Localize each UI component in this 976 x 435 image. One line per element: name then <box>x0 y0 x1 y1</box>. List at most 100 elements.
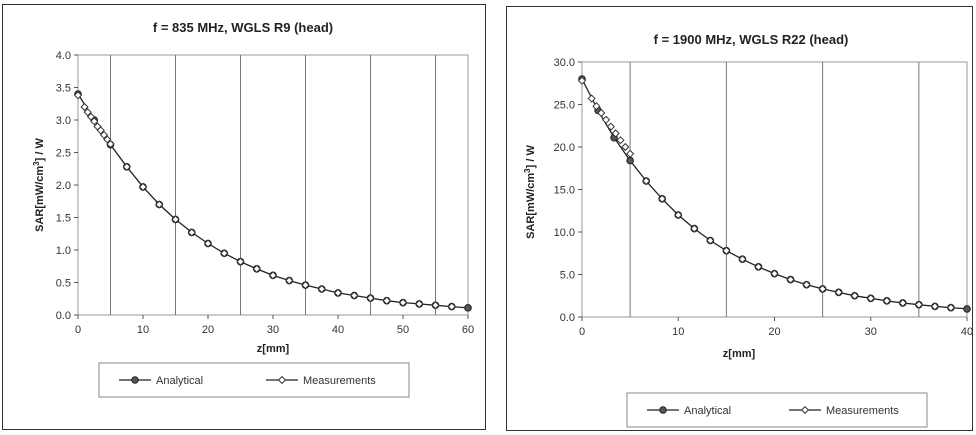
data-point-measurements <box>738 255 747 264</box>
data-point-measurements <box>914 300 923 309</box>
data-point-measurements <box>106 139 115 149</box>
data-point-measurements <box>882 296 891 305</box>
data-point-measurements <box>722 246 731 255</box>
legend: Analytical Measurements <box>647 405 899 417</box>
chart-835-svg: f = 835 MHz, WGLS R9 (head) 0 10 20 30 40 50 6… <box>32 20 474 398</box>
data-point-analytical <box>626 156 634 165</box>
data-point-measurements <box>350 291 359 300</box>
legend-marker-analytical <box>659 406 667 414</box>
y-tick-label: 30.0 <box>554 57 575 69</box>
y-tick-label: 1.5 <box>56 213 71 225</box>
y-axis-label-sup: 3 <box>32 161 41 166</box>
data-point-measurements <box>597 108 606 118</box>
data-point-measurements <box>818 284 827 294</box>
data-point-measurements <box>398 298 408 307</box>
x-tick-label: 10 <box>672 326 684 338</box>
data-point-measurements <box>577 76 587 85</box>
data-point-measurements <box>86 112 96 121</box>
y-tick-label: 10.0 <box>554 227 575 239</box>
data-point-measurements <box>898 298 907 308</box>
data-point-analytical <box>464 304 472 312</box>
data-point-measurements <box>592 102 601 111</box>
data-point-measurements <box>587 94 596 103</box>
y-ticks: 0.0 5.0 10.0 15.0 20.0 25.0 30.0 <box>554 57 582 324</box>
y-axis-label-tail: ] / W <box>34 138 46 162</box>
x-axis-label: z[mm] <box>723 348 756 360</box>
series-layer <box>577 75 971 313</box>
y-tick-label: 25.0 <box>554 100 575 112</box>
y-axis-label: SAR[mW/cm3] / W <box>523 145 537 239</box>
chart-panel-1900: f = 1900 MHz, WGLS R22 (head) 0 10 20 30 40 … <box>506 6 973 431</box>
data-point-measurements <box>850 291 859 300</box>
data-point-measurements <box>122 162 131 171</box>
data-point-measurements <box>103 135 112 144</box>
data-point-measurements <box>155 200 164 209</box>
data-point-measurements <box>946 303 956 312</box>
data-point-measurements <box>447 302 456 311</box>
data-point-measurements <box>834 288 843 297</box>
x-tick-label: 40 <box>332 324 344 336</box>
y-tick-label: 0.0 <box>560 312 575 324</box>
x-tick-label: 0 <box>579 326 585 338</box>
legend-label-analytical: Analytical <box>156 375 203 387</box>
y-axis-label-sup: 3 <box>523 168 532 173</box>
data-point-measurements <box>366 293 375 303</box>
legend-label-analytical: Analytical <box>684 405 731 417</box>
data-point-measurements <box>301 280 310 290</box>
chart-panel-835: f = 835 MHz, WGLS R9 (head) 0 10 20 30 40 50 6… <box>2 4 486 430</box>
data-point-measurements <box>80 102 89 112</box>
y-tick-label: 20.0 <box>554 142 575 154</box>
y-axis-label-main: SAR[mW/cm <box>525 173 537 239</box>
data-point-measurements <box>138 182 148 192</box>
data-point-measurements <box>786 275 795 284</box>
data-point-measurements <box>236 257 245 266</box>
y-tick-label: 3.0 <box>56 115 71 127</box>
data-point-measurements <box>171 215 180 224</box>
data-point-measurements <box>96 126 105 135</box>
chart-title: f = 835 MHz, WGLS R9 (head) <box>153 20 333 35</box>
x-tick-label: 40 <box>961 326 973 338</box>
y-axis-label: SAR[mW/cm3] / W <box>32 138 46 232</box>
y-axis-label-tail: ] / W <box>525 145 537 169</box>
chart-1900-svg: f = 1900 MHz, WGLS R22 (head) 0 10 20 30 40 … <box>523 32 973 428</box>
data-point-measurements <box>930 302 940 311</box>
data-point-measurements <box>285 276 294 285</box>
data-point-analytical <box>963 305 971 313</box>
x-tick-label: 50 <box>397 324 409 336</box>
data-point-measurements <box>611 129 620 138</box>
data-point-measurements <box>658 194 667 203</box>
x-axis-label: z[mm] <box>257 343 290 355</box>
y-tick-label: 0.5 <box>56 278 71 290</box>
grid <box>110 55 436 315</box>
data-point-measurements <box>220 249 229 258</box>
x-tick-label: 20 <box>202 324 214 336</box>
x-tick-label: 20 <box>768 326 780 338</box>
data-point-measurements <box>415 299 424 309</box>
x-tick-label: 10 <box>137 324 149 336</box>
data-point-measurements <box>252 264 261 273</box>
data-point-measurements <box>73 91 83 100</box>
legend: Analytical Measurements <box>119 375 376 387</box>
y-axis-label-main: SAR[mW/cm <box>34 166 46 232</box>
x-tick-label: 60 <box>462 324 474 336</box>
data-point-measurements <box>802 280 811 289</box>
y-tick-label: 5.0 <box>560 270 575 282</box>
x-ticks: 0 10 20 30 40 50 60 <box>75 315 474 336</box>
data-point-measurements <box>333 288 343 298</box>
data-point-measurements <box>99 130 109 140</box>
data-point-measurements <box>690 224 699 233</box>
x-tick-label: 30 <box>865 326 877 338</box>
data-point-measurements <box>431 301 440 310</box>
legend-marker-measurements <box>277 375 287 385</box>
data-point-measurements <box>616 136 625 145</box>
data-point-measurements <box>626 149 635 158</box>
x-tick-label: 30 <box>267 324 279 336</box>
data-point-measurements <box>621 142 630 152</box>
data-point-measurements <box>770 269 779 278</box>
y-tick-label: 2.5 <box>56 148 71 160</box>
data-point-measurements <box>90 117 99 126</box>
chart-title: f = 1900 MHz, WGLS R22 (head) <box>654 32 849 47</box>
data-point-measurements <box>866 294 875 303</box>
data-point-measurements <box>674 210 683 220</box>
y-ticks: 0.0 0.5 1.0 1.5 2.0 2.5 3.0 3.5 4.0 <box>56 50 78 322</box>
